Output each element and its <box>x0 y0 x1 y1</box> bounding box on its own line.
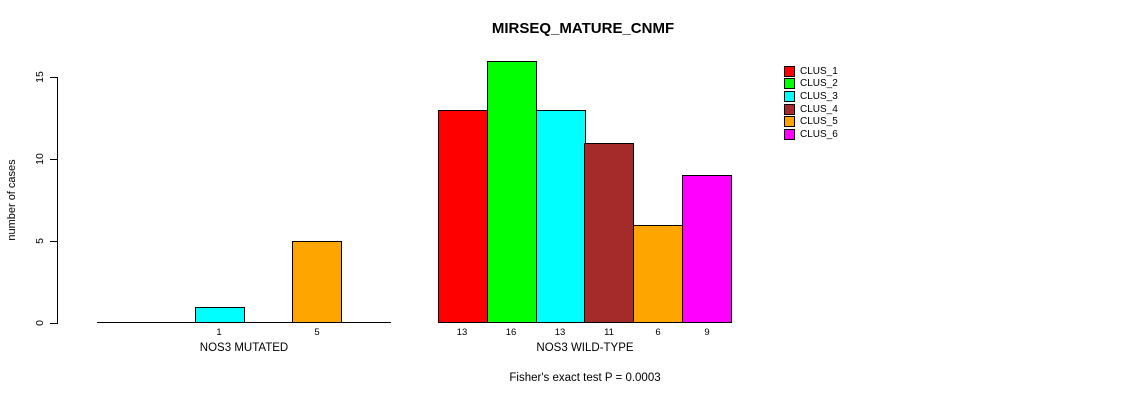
bar-value-label: 13 <box>456 327 468 338</box>
legend-swatch-clus_6 <box>784 128 795 140</box>
legend-row-clus_5: CLUS_5 <box>784 115 838 128</box>
legend-swatch-clus_1 <box>784 65 795 77</box>
legend-swatch-clus_3 <box>784 90 795 102</box>
y-tick-mark <box>50 241 57 242</box>
bar-nos3-wild-type-clus_4 <box>584 143 634 323</box>
bar-value-label: 11 <box>604 327 614 338</box>
bar-value-label: 1 <box>216 327 222 338</box>
bar-value-label: 6 <box>655 327 661 338</box>
legend-label: CLUS_3 <box>800 90 838 102</box>
y-tick-label: 5 <box>34 238 46 244</box>
legend-row-clus_6: CLUS_6 <box>784 128 838 141</box>
legend-label: CLUS_2 <box>800 78 838 90</box>
bar-nos3-wild-type-clus_3 <box>536 110 586 323</box>
y-tick-mark <box>50 159 57 160</box>
bar-nos3-wild-type-clus_2 <box>487 61 537 323</box>
legend-row-clus_2: CLUS_2 <box>784 78 838 91</box>
y-axis-line <box>57 77 58 324</box>
legend-label: CLUS_5 <box>800 116 838 128</box>
bar-nos3-wild-type-clus_6 <box>682 175 732 323</box>
group-label-nos3-mutated: NOS3 MUTATED <box>199 342 289 354</box>
y-tick-mark <box>50 323 57 324</box>
y-tick-label: 10 <box>34 153 46 165</box>
legend-swatch-clus_4 <box>784 103 795 115</box>
legend-row-clus_3: CLUS_3 <box>784 90 838 103</box>
legend-label: CLUS_1 <box>800 65 838 77</box>
y-tick-label: 15 <box>34 71 46 83</box>
y-tick-mark <box>50 77 57 78</box>
legend: CLUS_1 CLUS_2 CLUS_3 CLUS_4 CLUS_5 CLUS_6 <box>784 65 838 141</box>
bar-nos3-mutated-clus_5 <box>292 241 342 323</box>
legend-row-clus_4: CLUS_4 <box>784 103 838 116</box>
stat-caption: Fisher's exact test P = 0.0003 <box>509 372 661 384</box>
legend-label: CLUS_4 <box>800 103 838 115</box>
bar-nos3-mutated-clus_3 <box>195 307 245 323</box>
legend-swatch-clus_5 <box>784 116 795 128</box>
chart-title: MIRSEQ_MATURE_CNMF <box>491 20 675 37</box>
bar-nos3-wild-type-clus_1 <box>438 110 488 323</box>
bar-value-label: 9 <box>704 327 710 338</box>
legend-row-clus_1: CLUS_1 <box>784 65 838 78</box>
y-axis-label: number of cases <box>6 159 18 241</box>
legend-swatch-clus_2 <box>784 78 795 90</box>
bar-nos3-wild-type-clus_5 <box>633 225 683 323</box>
legend-label: CLUS_6 <box>800 128 838 140</box>
group-label-nos3-wild-type: NOS3 WILD-TYPE <box>536 342 634 354</box>
bar-value-label: 5 <box>314 327 320 338</box>
bar-value-label: 16 <box>505 327 517 338</box>
bar-value-label: 13 <box>554 327 566 338</box>
y-tick-label: 0 <box>34 320 46 326</box>
